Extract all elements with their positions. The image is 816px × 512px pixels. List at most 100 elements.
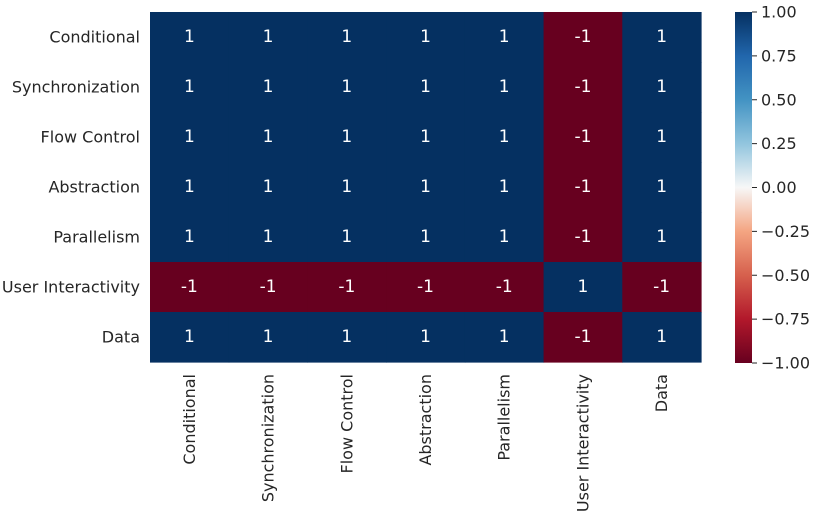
- colorbar-tick-label: −0.25: [761, 222, 810, 241]
- x-tick-label-flow-control: Flow Control: [337, 374, 356, 473]
- cell-value-label: -1: [574, 327, 591, 347]
- y-tick-label-user-interactivity: User Interactivity: [2, 278, 140, 297]
- cell-value-label: 1: [420, 27, 431, 47]
- cell-value-label: 1: [656, 327, 667, 347]
- colorbar-tick-label: 0.00: [761, 178, 797, 197]
- y-tick-label-data: Data: [102, 328, 140, 347]
- cell-value-label: 1: [656, 27, 667, 47]
- cell-value-label: -1: [574, 227, 591, 247]
- heatmap-cell-user-interactivity-parallelism: [464, 262, 545, 313]
- heatmap-cell-data-data: [622, 312, 702, 363]
- x-tick-label-synchronization: Synchronization: [259, 374, 278, 502]
- heatmap-cell-synchronization-parallelism: [464, 62, 545, 113]
- cell-value-label: -1: [653, 277, 670, 297]
- heatmap-cell-flow-control-parallelism: [464, 112, 545, 163]
- heatmap-cell-synchronization-flow-control: [307, 62, 387, 113]
- y-tick-label-flow-control: Flow Control: [41, 128, 140, 147]
- colorbar-tick-label: 1.00: [761, 3, 797, 22]
- heatmap-cell-flow-control-user-interactivity: [543, 112, 623, 163]
- cell-value-label: 1: [341, 77, 352, 97]
- cell-value-label: 1: [184, 227, 195, 247]
- cell-value-label: 1: [656, 127, 667, 147]
- heatmap-cell-user-interactivity-conditional: [150, 262, 230, 313]
- heatmap-cells: [150, 12, 702, 363]
- heatmap-cell-conditional-parallelism: [464, 12, 545, 63]
- heatmap-cell-parallelism-user-interactivity: [543, 212, 623, 263]
- heatmap-cell-synchronization-synchronization: [228, 62, 309, 113]
- cell-value-label: 1: [184, 127, 195, 147]
- x-tick-label-user-interactivity: User Interactivity: [573, 374, 592, 512]
- heatmap-cell-conditional-flow-control: [307, 12, 387, 63]
- colorbar-tick-label: 0.75: [761, 46, 797, 65]
- cell-value-label: 1: [420, 77, 431, 97]
- cell-value-label: 1: [263, 27, 274, 47]
- x-tick-label-parallelism: Parallelism: [495, 374, 514, 461]
- heatmap-cell-parallelism-conditional: [150, 212, 230, 263]
- cell-value-label: 1: [499, 77, 510, 97]
- cell-value-label: 1: [578, 277, 589, 297]
- cell-value-label: -1: [417, 277, 434, 297]
- heatmap-cell-user-interactivity-flow-control: [307, 262, 387, 313]
- heatmap-cell-user-interactivity-user-interactivity: [543, 262, 623, 313]
- heatmap-cell-synchronization-conditional: [150, 62, 230, 113]
- heatmap-cell-synchronization-data: [622, 62, 702, 113]
- y-tick-label-conditional: Conditional: [49, 28, 140, 47]
- heatmap-cell-user-interactivity-abstraction: [386, 262, 466, 313]
- cell-value-label: 1: [341, 27, 352, 47]
- y-tick-label-synchronization: Synchronization: [12, 78, 140, 97]
- colorbar-tick-label: −1.00: [761, 354, 810, 373]
- heatmap-cell-abstraction-conditional: [150, 162, 230, 213]
- heatmap-cell-synchronization-user-interactivity: [543, 62, 623, 113]
- heatmap-cell-data-synchronization: [228, 312, 309, 363]
- heatmap-cell-data-conditional: [150, 312, 230, 363]
- cell-value-label: 1: [656, 227, 667, 247]
- x-axis-tick-labels: Conditional Synchronization Flow Control Ab…: [180, 374, 671, 512]
- cell-value-label: 1: [341, 227, 352, 247]
- cell-value-label: 1: [263, 227, 274, 247]
- heatmap-cell-data-parallelism: [464, 312, 545, 363]
- cell-value-label: -1: [574, 127, 591, 147]
- cell-value-label: 1: [499, 227, 510, 247]
- colorbar-tick-label: −0.75: [761, 310, 810, 329]
- colorbar-tick-label: −0.50: [761, 266, 810, 285]
- heatmap-cell-flow-control-abstraction: [386, 112, 466, 163]
- cell-value-label: 1: [499, 177, 510, 197]
- y-tick-label-abstraction: Abstraction: [48, 178, 140, 197]
- cell-value-label: 1: [341, 127, 352, 147]
- heatmap-cell-parallelism-abstraction: [386, 212, 466, 263]
- cell-value-label: 1: [499, 327, 510, 347]
- cell-value-label: -1: [260, 277, 277, 297]
- heatmap-cell-user-interactivity-data: [622, 262, 702, 313]
- cell-value-label: 1: [420, 127, 431, 147]
- cell-value-label: -1: [338, 277, 355, 297]
- heatmap-cell-abstraction-abstraction: [386, 162, 466, 213]
- heatmap-cell-parallelism-parallelism: [464, 212, 545, 263]
- heatmap-cell-labels: 1 1 1 1 1 -1 1 1 1 1 1 1 -1 1 1 1 1 1 1 -1 1 1 1 1 1 1 -1 1 1 1 1 1 1 -1 1…: [181, 27, 670, 347]
- cell-value-label: 1: [263, 77, 274, 97]
- cell-value-label: 1: [656, 77, 667, 97]
- heatmap-cell-user-interactivity-synchronization: [228, 262, 309, 313]
- colorbar-tick-label: 0.25: [761, 134, 797, 153]
- x-tick-label-abstraction: Abstraction: [416, 374, 435, 466]
- heatmap-cell-synchronization-abstraction: [386, 62, 466, 113]
- heatmap-cell-conditional-data: [622, 12, 702, 63]
- heatmap-cell-abstraction-flow-control: [307, 162, 387, 213]
- cell-value-label: -1: [574, 77, 591, 97]
- cell-value-label: 1: [263, 327, 274, 347]
- y-axis-tick-labels: Conditional Synchronization Flow Control Ab…: [2, 28, 140, 347]
- cell-value-label: 1: [341, 177, 352, 197]
- heatmap-cell-data-user-interactivity: [543, 312, 623, 363]
- cell-value-label: 1: [263, 127, 274, 147]
- heatmap-cell-data-abstraction: [386, 312, 466, 363]
- heatmap-cell-abstraction-parallelism: [464, 162, 545, 213]
- cell-value-label: 1: [499, 27, 510, 47]
- cell-value-label: 1: [184, 27, 195, 47]
- cell-value-label: 1: [656, 177, 667, 197]
- cell-value-label: 1: [184, 77, 195, 97]
- x-tick-label-conditional: Conditional: [180, 374, 199, 465]
- colorbar-tick-label: 0.50: [761, 90, 797, 109]
- heatmap-cell-abstraction-synchronization: [228, 162, 309, 213]
- heatmap-cell-parallelism-synchronization: [228, 212, 309, 263]
- colorbar-ticks: 1.00 0.75 0.50 0.25 0.00 −0.25 −0.50 −0.75 −1.00: [752, 3, 810, 373]
